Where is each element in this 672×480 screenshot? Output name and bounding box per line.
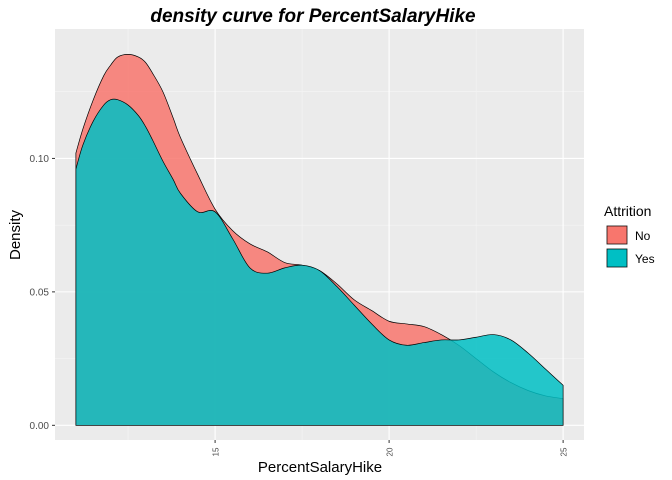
legend: Attrition No Yes — [604, 203, 655, 268]
density-area-yes — [75, 98, 564, 426]
legend-title: Attrition — [604, 203, 651, 219]
x-tick-label: 20 — [386, 447, 395, 456]
y-axis-title: Density — [7, 209, 24, 260]
legend-label-yes: Yes — [635, 252, 655, 266]
y-tick-label: 0.10 — [30, 154, 50, 165]
x-axis-title: PercentSalaryHike — [258, 459, 382, 476]
legend-label-no: No — [635, 229, 651, 243]
y-tick-label: 0.05 — [30, 287, 50, 298]
x-tick-label: 15 — [212, 447, 221, 456]
legend-key-yes — [606, 248, 628, 268]
density-areas — [75, 53, 564, 426]
chart-title: density curve for PercentSalaryHike — [150, 6, 476, 27]
legend-key-no — [606, 225, 628, 245]
x-tick-label: 25 — [560, 447, 569, 456]
axes: 0.00 0.05 0.10 15 20 25 — [30, 154, 569, 457]
y-tick-label: 0.00 — [30, 421, 50, 432]
